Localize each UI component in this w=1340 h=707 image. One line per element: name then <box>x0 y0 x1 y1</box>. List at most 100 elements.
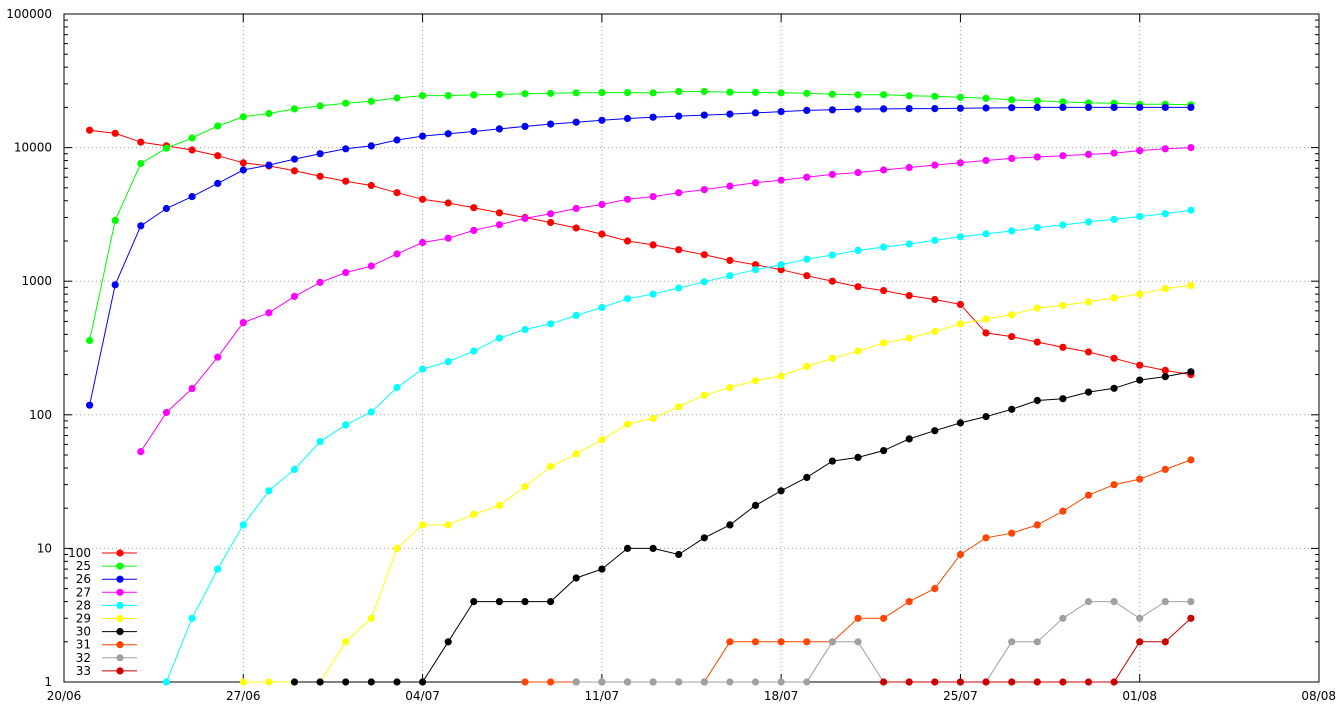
data-point <box>1110 481 1118 489</box>
data-point <box>572 224 580 232</box>
data-point <box>342 99 350 107</box>
data-point <box>828 251 837 259</box>
data-point <box>1187 281 1195 289</box>
data-point <box>982 534 990 542</box>
data-point <box>290 105 299 113</box>
data-point <box>1008 227 1016 235</box>
legend-label: 30 <box>76 625 91 639</box>
data-point <box>598 303 606 312</box>
data-point <box>137 159 145 168</box>
data-point <box>726 678 734 686</box>
data-point <box>1008 96 1016 104</box>
data-point <box>700 391 708 399</box>
data-point <box>1187 103 1195 111</box>
data-point <box>931 295 939 304</box>
data-point <box>1110 678 1118 686</box>
x-tick-label: 18/07 <box>764 689 799 703</box>
data-point <box>572 311 580 319</box>
legend-marker <box>116 601 124 610</box>
data-point <box>982 315 990 323</box>
x-tick-label: 04/07 <box>405 689 440 703</box>
data-point <box>162 408 170 417</box>
data-point <box>803 362 811 371</box>
data-point <box>1059 98 1067 106</box>
data-point <box>1187 368 1195 376</box>
data-point <box>1059 343 1067 351</box>
data-point <box>572 678 580 686</box>
data-point <box>547 89 555 97</box>
plot-frame <box>63 13 1320 683</box>
data-point <box>905 334 913 342</box>
data-point <box>854 638 862 646</box>
data-point <box>444 234 452 242</box>
data-point <box>393 544 401 553</box>
data-point <box>1161 598 1169 606</box>
data-point <box>1136 103 1144 111</box>
data-point <box>1110 215 1118 223</box>
data-point <box>137 138 145 146</box>
data-point <box>726 638 734 646</box>
data-point <box>316 278 324 286</box>
data-point <box>905 435 913 443</box>
data-point <box>777 487 785 495</box>
legend-label: 27 <box>76 585 91 599</box>
data-point <box>777 89 785 97</box>
legend-marker <box>116 641 124 649</box>
data-point <box>342 421 350 429</box>
data-point <box>547 462 555 471</box>
y-tick-label: 1 <box>44 675 52 689</box>
data-point <box>1110 384 1118 392</box>
data-point <box>700 278 708 286</box>
data-point <box>700 186 708 194</box>
data-point <box>751 377 760 385</box>
data-point <box>675 189 683 197</box>
data-point <box>905 92 913 100</box>
data-point <box>649 290 657 298</box>
data-point <box>675 403 683 411</box>
data-point <box>803 473 811 481</box>
data-point <box>598 200 606 209</box>
data-point <box>495 90 503 98</box>
data-point <box>751 266 760 274</box>
y-tick-label: 100000 <box>6 7 52 21</box>
data-point <box>803 106 811 114</box>
data-point <box>956 678 965 686</box>
data-point <box>1059 301 1067 309</box>
series-26 <box>86 103 1195 409</box>
data-point <box>1136 376 1144 384</box>
data-point <box>495 334 503 342</box>
data-point <box>1187 144 1195 152</box>
data-point <box>726 88 734 96</box>
data-point <box>188 385 196 393</box>
data-point <box>905 163 913 172</box>
data-point <box>956 93 965 101</box>
data-point <box>1161 285 1169 293</box>
series-27 <box>137 144 1195 456</box>
data-point <box>86 126 94 134</box>
data-point <box>214 353 222 361</box>
data-point <box>751 179 760 187</box>
data-point <box>700 87 708 96</box>
data-point <box>675 112 683 120</box>
data-point <box>751 638 760 646</box>
data-point <box>521 598 529 606</box>
data-point <box>419 195 427 203</box>
data-point <box>598 678 606 686</box>
series-line-29 <box>243 284 1191 683</box>
data-point <box>726 383 734 392</box>
data-point <box>675 246 683 254</box>
data-point <box>393 383 401 392</box>
data-point <box>982 94 990 102</box>
data-point <box>367 262 375 270</box>
data-point <box>803 255 811 263</box>
data-point <box>623 544 632 553</box>
legend-marker <box>116 562 124 570</box>
data-point <box>956 233 965 241</box>
data-point <box>1084 348 1093 356</box>
data-point <box>598 230 606 238</box>
y-axis: 1 10 100 1000 10000 100000 <box>6 7 1319 689</box>
data-point <box>623 114 632 123</box>
series-29 <box>239 281 1195 686</box>
data-point <box>777 108 785 116</box>
data-point <box>623 89 632 97</box>
